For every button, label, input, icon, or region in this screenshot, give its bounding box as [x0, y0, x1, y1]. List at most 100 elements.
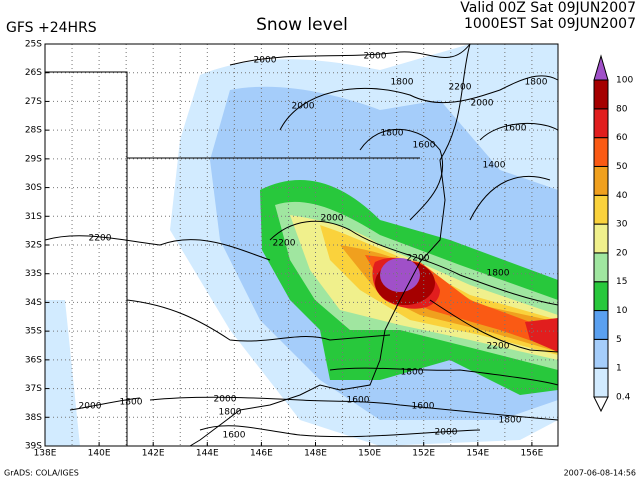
legend-swatch: [593, 165, 609, 196]
contour-label: 2200: [273, 239, 296, 249]
legend-swatch: [593, 396, 609, 413]
lat-label: 25S: [25, 40, 42, 50]
contour-label: 1800: [525, 78, 548, 88]
legend-label: 80: [616, 104, 628, 114]
footer-left: GrADS: COLA/IGES: [4, 469, 79, 478]
lat-label: 37S: [25, 384, 42, 394]
legend-swatch: [593, 281, 609, 312]
legend-swatch: [593, 108, 609, 139]
legend-label: 100: [616, 76, 633, 86]
contour-label: 1800: [401, 368, 424, 378]
contour-label: 1600: [504, 124, 527, 134]
contours: [44, 43, 559, 438]
lat-label: 35S: [25, 327, 42, 337]
contour-label: 1800: [391, 78, 414, 88]
contour-label: 1800: [381, 129, 404, 139]
contour: [469, 122, 559, 221]
lat-label: 27S: [25, 97, 42, 107]
contour: [429, 299, 559, 353]
contour-label: 1800: [487, 269, 510, 279]
legend-label: 5: [616, 335, 622, 345]
lon-label: 148E: [304, 449, 327, 459]
lat-label: 30S: [25, 183, 42, 193]
contour: [44, 235, 271, 261]
lon-label: 154E: [466, 449, 489, 459]
legend-label: 40: [616, 191, 628, 201]
model-label: GFS +24HRS: [6, 20, 97, 36]
lon-label: 146E: [250, 449, 273, 459]
contour: [269, 220, 559, 306]
lon-label: 150E: [358, 449, 381, 459]
lat-label: 29S: [25, 154, 42, 164]
contour-label: 2200: [407, 254, 430, 264]
contour-label: 2000: [254, 56, 277, 66]
legend-label: 30: [616, 220, 628, 230]
legend-swatch: [593, 79, 609, 110]
contour-label: 2000: [471, 99, 494, 109]
contour-label: 1600: [412, 402, 435, 412]
contour-label: 2200: [89, 234, 112, 244]
legend-label: 60: [616, 133, 628, 143]
contour: [149, 396, 559, 421]
shade-100: [380, 258, 420, 292]
contour-label: 1800: [219, 408, 242, 418]
contour: [329, 367, 559, 386]
legend-label: 15: [616, 277, 627, 287]
lat-label: 32S: [25, 241, 42, 251]
local-time: 1000EST Sat 09JUN2007: [464, 16, 636, 32]
contour-label: 2000: [214, 395, 237, 405]
legend-swatch: [593, 54, 609, 81]
contour-label: 2200: [449, 83, 472, 93]
map-title: Snow level: [256, 15, 348, 35]
lon-label: 142E: [142, 449, 165, 459]
contour-label: 1800: [120, 398, 143, 408]
lat-label: 34S: [25, 298, 42, 308]
lat-label: 31S: [25, 212, 42, 222]
contour-label: 1400: [483, 161, 506, 171]
legend-label: 10: [616, 306, 628, 316]
contour-label: 1600: [413, 141, 436, 151]
geography: [45, 43, 471, 447]
lon-label: 144E: [196, 449, 219, 459]
contour: [69, 397, 481, 438]
legend-swatch: [593, 367, 609, 398]
lat-label: 36S: [25, 355, 42, 365]
contour: [359, 128, 444, 221]
state-borders: [45, 71, 420, 446]
contour-label: 1600: [347, 396, 370, 406]
contour: [279, 75, 559, 131]
lat-label: 28S: [25, 126, 42, 136]
legend-label: 20: [616, 248, 628, 258]
contour-label: 2000: [364, 52, 387, 62]
contour-label: 2200: [487, 342, 510, 352]
legend-swatch: [593, 223, 609, 254]
lat-label: 38S: [25, 413, 42, 423]
lat-label: 33S: [25, 269, 42, 279]
contour-label: 1600: [223, 431, 246, 441]
legend-swatch: [593, 252, 609, 283]
contour-label: 2000: [292, 102, 315, 112]
lon-label: 152E: [412, 449, 435, 459]
lat-label: 39S: [25, 442, 42, 452]
contour-labels: 2000 2000 1800 2200 2000 1800 2000 1800 …: [79, 52, 548, 441]
coastline: [189, 43, 471, 447]
lon-label: 140E: [88, 449, 111, 459]
grid: [45, 44, 558, 446]
contour-label: 1800: [499, 416, 522, 426]
legend-swatch: [593, 194, 609, 225]
contour-label: 2000: [435, 428, 458, 438]
valid-time: Valid 00Z Sat 09JUN2007: [460, 0, 636, 16]
legend-label: 50: [616, 162, 628, 172]
legend-swatch: [593, 338, 609, 369]
lon-label: 156E: [520, 449, 543, 459]
legend-label: 1: [616, 364, 622, 374]
legend-swatch: [593, 137, 609, 167]
legend-label: 0.4: [616, 393, 631, 403]
contour-label: 2000: [79, 402, 102, 412]
legend-swatch: [593, 310, 609, 340]
lat-label: 26S: [25, 68, 42, 78]
contour-label: 2000: [321, 214, 344, 224]
footer-right: 2007-06-08-14:56: [564, 469, 636, 478]
